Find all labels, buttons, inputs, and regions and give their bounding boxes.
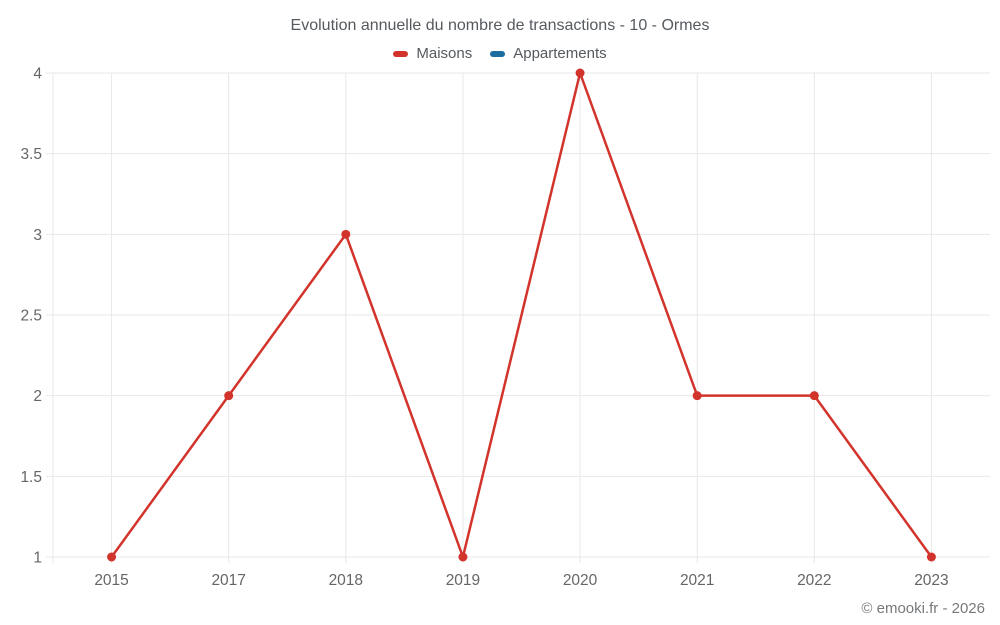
x-axis-tick-label: 2015 (94, 572, 128, 589)
x-axis-tick-label: 2021 (680, 572, 714, 589)
data-point-maisons[interactable] (107, 552, 117, 562)
appartements-legend-label: Appartements (513, 45, 607, 62)
data-point-maisons[interactable] (926, 552, 936, 562)
y-axis-tick-label: 3.5 (20, 146, 42, 163)
y-axis-tick-label: 3 (33, 227, 42, 244)
x-axis-tick-label: 2020 (563, 572, 598, 589)
legend-item-appartements[interactable]: Appartements (490, 45, 607, 62)
chart-title: Evolution annuelle du nombre de transact… (290, 17, 710, 34)
appartements-legend-swatch-icon (490, 50, 506, 57)
y-axis-tick-label: 2 (33, 388, 42, 405)
x-axis-tick-label: 2018 (329, 572, 363, 589)
copyright-notice: © emooki.fr - 2026 (861, 600, 985, 617)
x-axis-tick-label: 2022 (797, 572, 831, 589)
data-point-maisons[interactable] (575, 68, 585, 78)
x-axis-tick-label: 2023 (914, 572, 948, 589)
series-line-maisons (110, 71, 933, 559)
y-axis-tick-label: 1.5 (20, 469, 42, 486)
data-point-maisons[interactable] (692, 391, 702, 401)
legend-item-maisons[interactable]: Maisons (393, 45, 472, 62)
y-axis-tick-label: 4 (33, 66, 42, 83)
maisons-legend-label: Maisons (416, 45, 473, 62)
x-axis-tick-label: 2017 (211, 572, 245, 589)
y-axis-tick-label: 2.5 (20, 308, 42, 325)
chart-legend: Maisons Appartements (0, 45, 1000, 62)
data-point-maisons[interactable] (224, 391, 234, 401)
y-axis-tick-label: 1 (33, 550, 42, 567)
x-axis-tick-label: 2019 (446, 572, 480, 589)
data-point-maisons[interactable] (341, 229, 351, 239)
data-point-maisons[interactable] (458, 552, 468, 562)
maisons-legend-swatch-icon (393, 50, 409, 57)
data-point-maisons[interactable] (809, 391, 819, 401)
